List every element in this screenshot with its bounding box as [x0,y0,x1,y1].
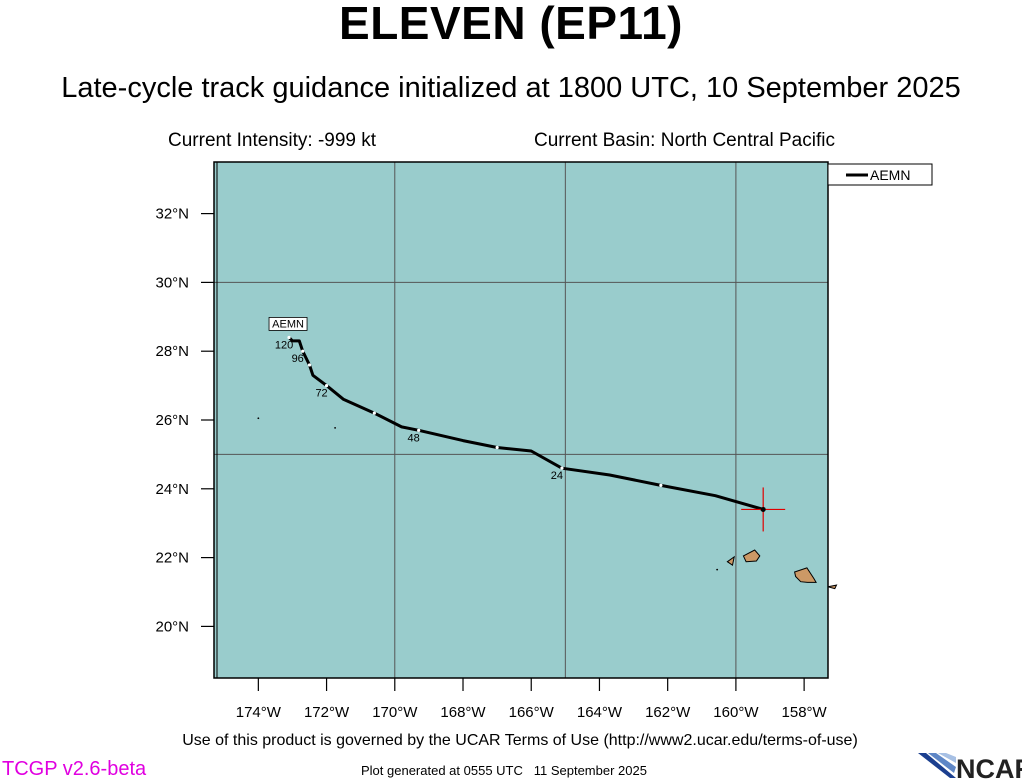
track-layer: 24 48 72 96 120 AEMN [268,317,764,511]
current-basin: Current Basin: North Central Pacific [534,130,835,151]
storm-title: ELEVEN (EP11) [339,0,683,49]
lat-tick-label: 30°N [155,274,189,291]
guidance-subtitle: Late-cycle track guidance initialized at… [61,72,961,104]
island-speck [334,427,336,429]
island-speck [716,568,719,571]
current-position-dot [760,506,766,512]
forecast-hour-label: 96 [292,353,304,365]
axes: 174°W 172°W 170°W 168°W 166°W 164°W 162°W 160°W… [155,206,827,721]
lon-tick-label: 162°W [645,704,691,721]
lon-tick-label: 164°W [577,704,623,721]
ocean-background [214,162,828,678]
ncar-logo: NCAR [918,753,1022,780]
track-tick [287,335,291,340]
lat-tick-label: 24°N [155,481,189,498]
land-layer [257,417,838,590]
island-kauai [742,549,761,563]
track-tick [307,363,312,367]
forecast-hour-label: 120 [275,339,293,351]
forecast-hour-label: 24 [551,470,563,482]
legend-box [827,163,933,186]
legend: AEMN [827,163,933,186]
current-position-layer [741,487,786,532]
lon-tick-label: 166°W [509,704,555,721]
island-molokai [827,584,838,590]
track-tick [495,445,499,450]
ncar-logo-swoosh-2 [928,753,956,773]
terms-of-use: Use of this product is governed by the U… [182,732,858,749]
track-tick [324,384,329,388]
track-tick [560,466,564,470]
track-tick [417,428,421,432]
track-end-label-box [268,317,308,331]
lon-tick-label: 170°W [372,704,418,721]
lat-tick-label: 32°N [155,206,189,223]
track-end-label: AEMN [272,318,304,330]
lat-tick-label: 26°N [155,412,189,429]
current-intensity: Current Intensity: -999 kt [168,130,377,151]
track-tick [301,349,305,353]
island-niihau [726,555,735,567]
lat-tick-label: 28°N [155,343,189,360]
ncar-logo-swoosh [918,753,956,778]
track-tick [372,411,376,415]
legend-label-aemn: AEMN [870,167,910,183]
track-tick [659,483,663,487]
forecast-hour-label: 72 [315,388,327,400]
lon-tick-label: 174°W [236,704,282,721]
lon-tick-label: 158°W [782,704,828,721]
plot-generated-time: Plot generated at 0555 UTC 11 September … [361,763,647,778]
gridlines [214,162,828,678]
version-label: TCGP v2.6-beta [2,758,147,780]
lat-tick-label: 22°N [155,550,189,567]
island-speck [257,417,260,420]
ncar-logo-swoosh-3 [938,753,956,763]
lon-tick-label: 172°W [304,704,350,721]
ncar-logo-text: NCAR [956,754,1022,780]
lon-tick-label: 168°W [440,704,486,721]
island-oahu [794,567,817,583]
lon-tick-label: 160°W [713,704,759,721]
forecast-hour-label: 48 [408,432,420,444]
lat-tick-label: 20°N [155,618,189,635]
